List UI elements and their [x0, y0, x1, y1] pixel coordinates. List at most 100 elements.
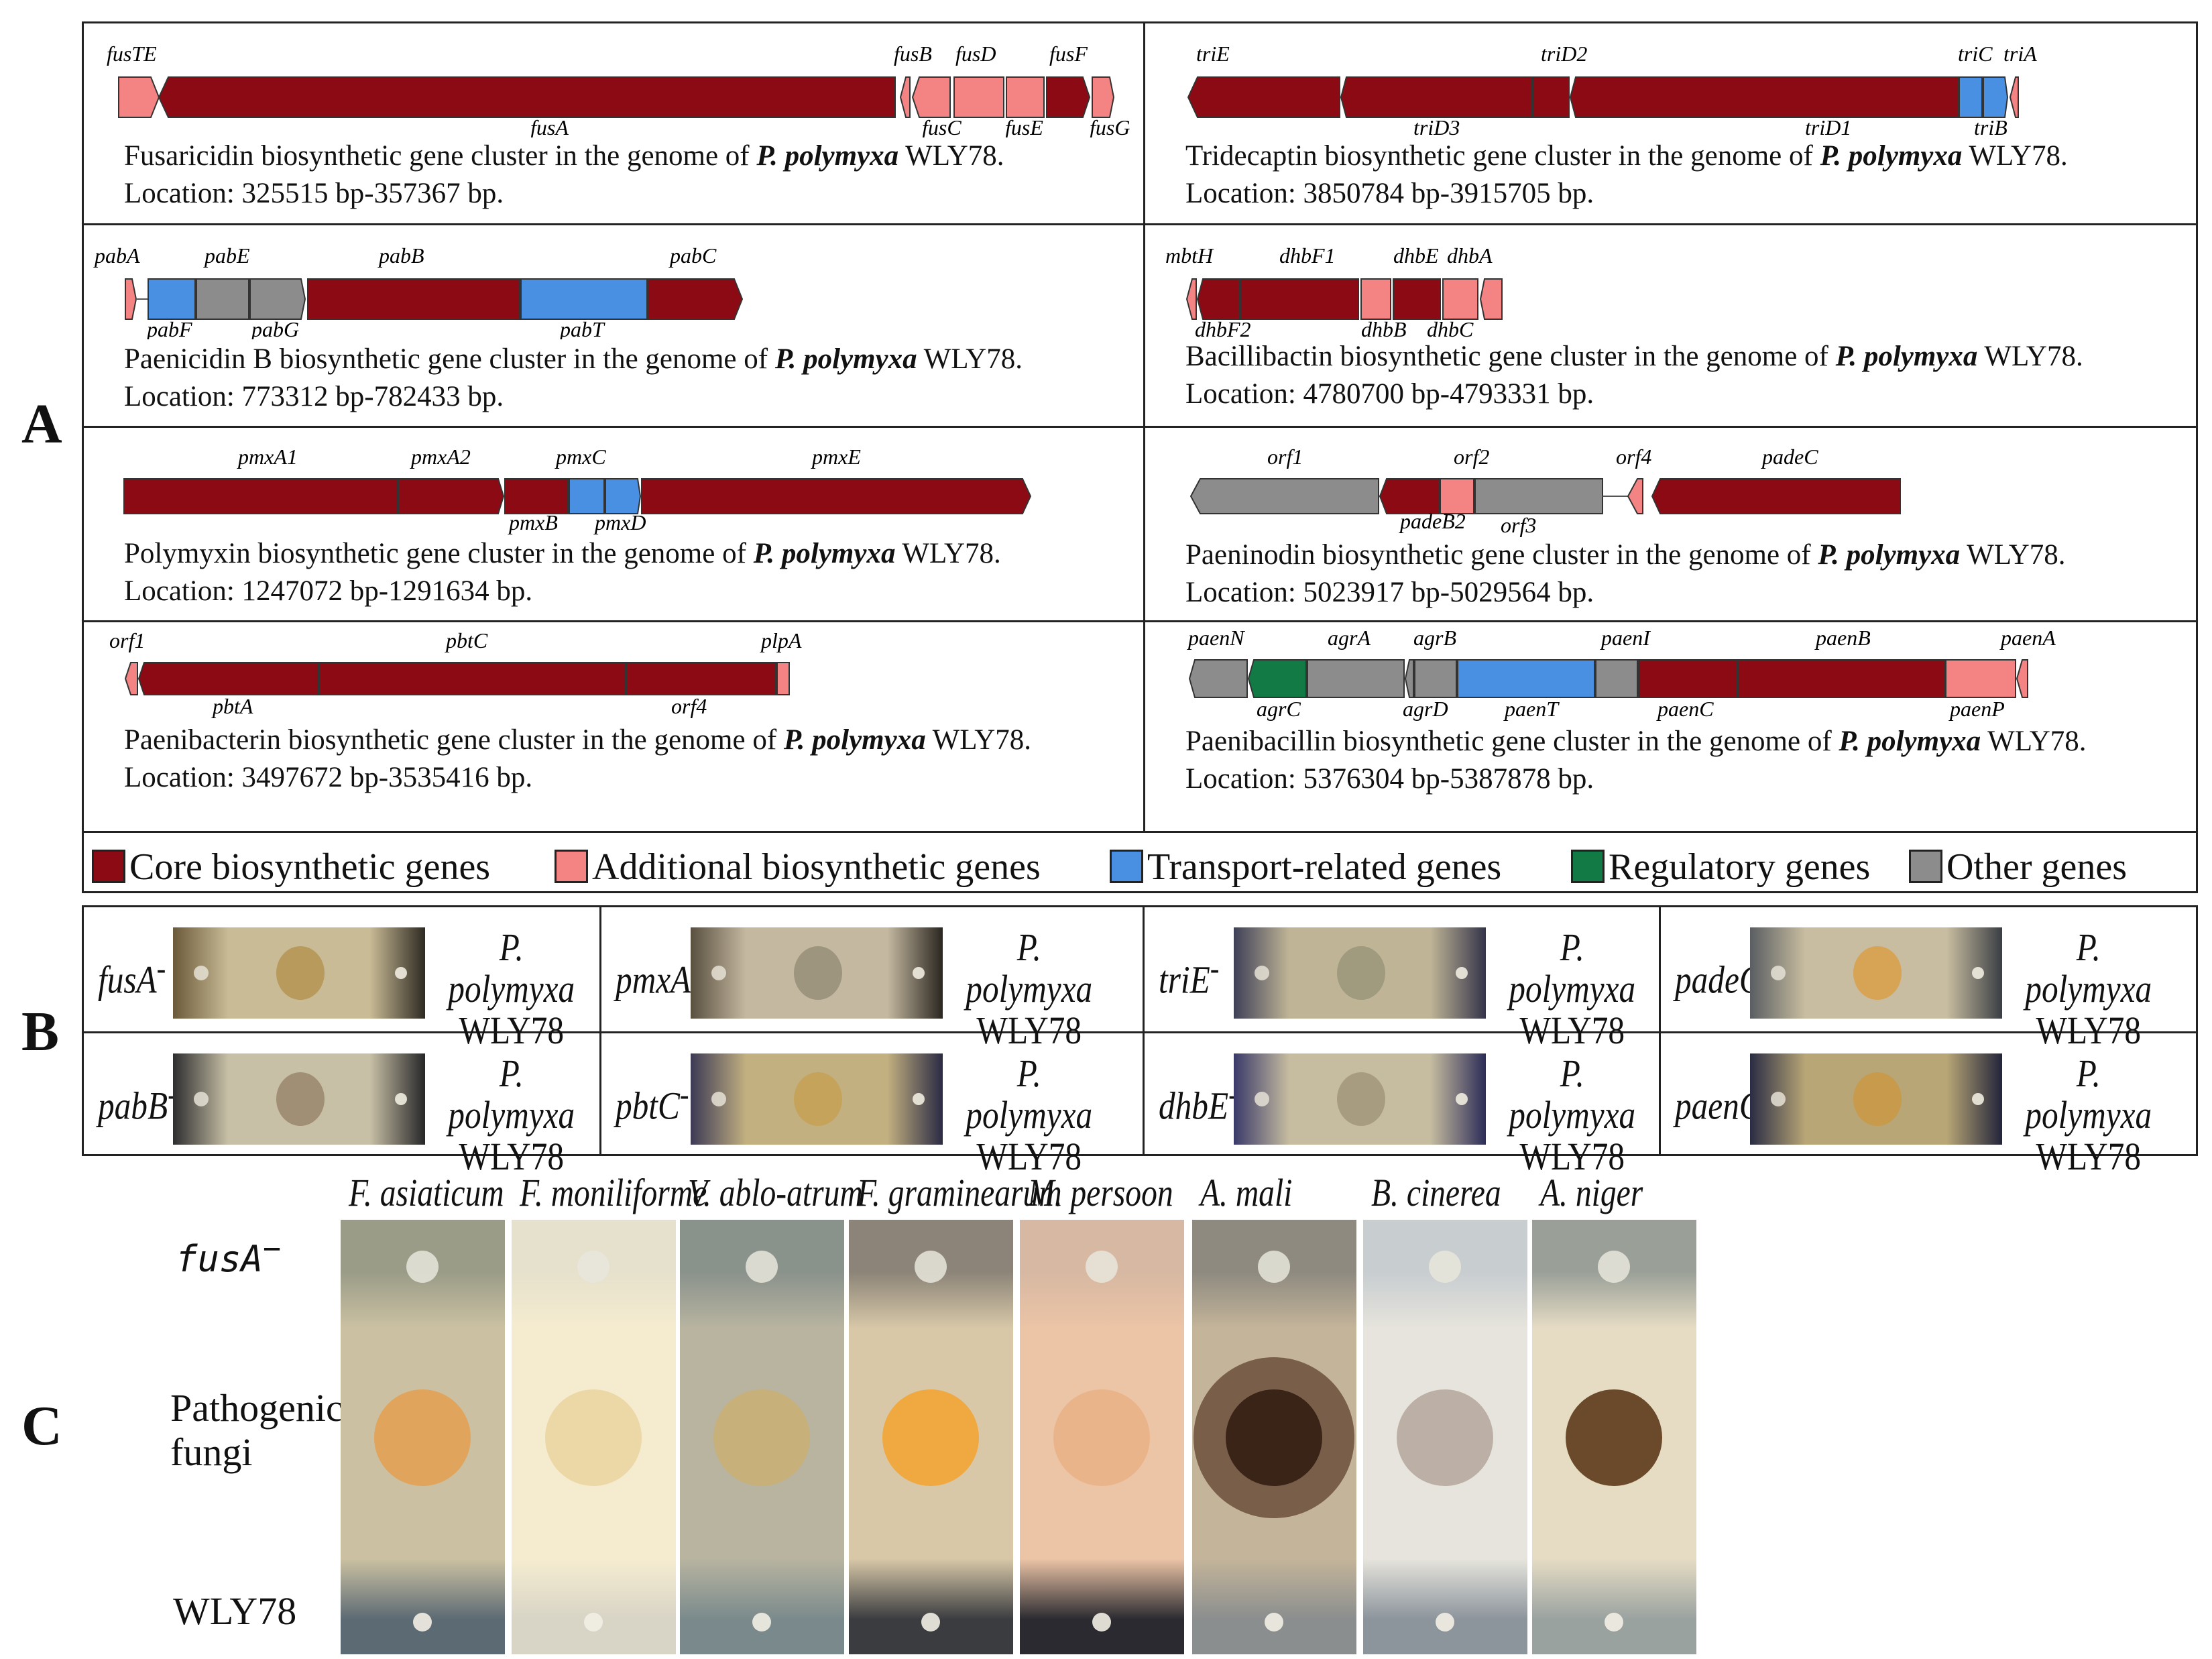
gene-label: agrC	[1257, 697, 1301, 721]
gene-arrow	[569, 478, 605, 514]
gene-arrow	[626, 662, 776, 695]
plate-image	[1234, 1053, 1486, 1145]
gene-label: paenT	[1503, 697, 1560, 721]
gene-arrow	[1479, 278, 1503, 320]
gene-label: orf4	[671, 694, 707, 718]
gene-map: paenN agrA agrB paenI paenB paenA agrC a…	[1187, 626, 2056, 721]
gene-map: orf1 pbtC plpA pbtA orf4	[109, 628, 802, 718]
divider	[82, 1031, 2198, 1033]
gene-label: agrD	[1403, 697, 1448, 721]
gene-label: fusE	[1005, 115, 1043, 137]
legend-item: Transport-related genes	[1110, 846, 1501, 889]
gene-label: fusTE	[107, 42, 157, 66]
gene-arrow	[1092, 76, 1115, 118]
legend: Core biosynthetic genes Additional biosy…	[84, 838, 2196, 891]
gene-arrow	[1196, 278, 1240, 320]
fungus-label: A. niger	[1540, 1171, 1643, 1214]
gene-arrow	[1414, 659, 1457, 698]
gene-label: pabG	[250, 317, 299, 339]
gene-arrow	[776, 662, 790, 695]
gene-cluster-panel: fusTE fusB fusD fusF fusA fusC fusE fusG…	[82, 21, 2198, 893]
fungus-label: B. cinerea	[1371, 1171, 1501, 1214]
divider	[599, 907, 601, 1154]
gene-arrow	[1393, 278, 1441, 320]
gene-label: pabT	[559, 317, 605, 339]
gene-label: dhbE	[1393, 243, 1439, 268]
cluster-caption: Paenicidin B biosynthetic gene cluster i…	[124, 343, 1023, 412]
row-label-mutant: fusA−	[176, 1231, 282, 1280]
gene-label: pbtC	[445, 628, 488, 652]
strain-label: P. polymyxa WLY78	[966, 925, 1093, 1052]
fungus-label: F. asiaticum	[349, 1171, 504, 1214]
strain-label: P. polymyxa WLY78	[966, 1051, 1093, 1178]
gene-label: pmxA2	[410, 445, 471, 469]
gene-label: dhbB	[1361, 317, 1407, 339]
mutant-label: triE-	[1159, 951, 1220, 1002]
gene-label: dhbA	[1447, 243, 1493, 268]
gene-label: agrB	[1413, 626, 1456, 650]
strain-label: P. polymyxa WLY78	[2025, 925, 2152, 1052]
gene-label: pabC	[668, 243, 717, 268]
fungus-label: F. graminearum	[857, 1171, 1062, 1214]
gene-arrow	[1983, 76, 2009, 118]
gene-arrow	[899, 76, 911, 118]
gene-arrow	[1627, 478, 1643, 514]
strain-label: P. polymyxa WLY78	[448, 1051, 575, 1178]
legend-item: Regulatory genes	[1571, 846, 1870, 889]
plate-image	[173, 1053, 425, 1145]
gene-label: triD3	[1413, 115, 1460, 137]
gene-arrow	[605, 478, 642, 514]
gene-arrow	[1379, 478, 1440, 514]
gene-label: orf2	[1454, 445, 1489, 469]
gene-label: pmxC	[555, 445, 606, 469]
fungus-plate	[1532, 1220, 1696, 1654]
gene-map: pabA pabE pabB pabC pabF pabG pabT	[93, 243, 744, 339]
gene-map: pmxA1 pmxA2 pmxC pmxE pmxB pmxD	[123, 445, 1032, 534]
gene-label: triE	[1196, 42, 1230, 66]
plate-image	[691, 927, 943, 1019]
fungus-plate	[341, 1220, 505, 1654]
assay-cell: pbtC- P. polymyxa WLY78	[603, 1036, 1132, 1178]
fungus-label: F. moniliforme	[520, 1171, 707, 1214]
legend-item: Core biosynthetic genes	[92, 846, 490, 889]
plate-image	[1750, 927, 2002, 1019]
gene-label: mbtH	[1165, 243, 1214, 268]
gene-label: fusD	[955, 42, 996, 66]
gene-label: paenB	[1814, 626, 1871, 650]
gene-arrow	[137, 662, 319, 695]
cluster-caption: Bacillibactin biosynthetic gene cluster …	[1185, 341, 2083, 410]
gene-label: pabA	[93, 243, 140, 268]
plate-image	[1234, 927, 1486, 1019]
assay-cell: fusA- P. polymyxa WLY78	[86, 910, 615, 1051]
plate-image	[691, 1053, 943, 1145]
gene-arrow	[1404, 659, 1414, 698]
divider	[82, 907, 84, 1154]
gene-arrow	[1189, 478, 1379, 514]
assay-cell: dhbE- P. polymyxa WLY78	[1147, 1036, 1676, 1178]
gene-arrow	[1595, 659, 1638, 698]
fungus-plate	[680, 1220, 844, 1654]
gene-label: padeB2	[1399, 509, 1466, 533]
mutant-label: pbtC-	[616, 1077, 689, 1128]
gene-arrow	[953, 76, 1004, 118]
gene-label: paenA	[1999, 626, 2056, 650]
gene-arrow	[1247, 659, 1307, 698]
plate-image	[1750, 1053, 2002, 1145]
gene-arrow	[1737, 659, 1945, 698]
gene-label: orf1	[1267, 445, 1303, 469]
panel-label-b: B	[21, 1000, 60, 1063]
gene-arrow	[1532, 76, 1570, 118]
gene-label: plpA	[760, 628, 802, 652]
gene-arrow	[1185, 278, 1197, 320]
plate-image	[173, 927, 425, 1019]
gene-arrow	[1340, 76, 1532, 118]
gene-arrow	[1442, 278, 1478, 320]
mutant-label: pabB-	[98, 1077, 177, 1128]
divider	[84, 620, 2196, 622]
panel-label-c: C	[21, 1395, 62, 1457]
gene-label: pabF	[145, 317, 192, 339]
legend-swatch	[1909, 850, 1942, 883]
cluster-bacillibactin: mbtH dhbF1 dhbE dhbA dhbF2 dhbB dhbC Bac…	[1145, 225, 2201, 425]
gene-label: dhbF1	[1279, 243, 1336, 268]
